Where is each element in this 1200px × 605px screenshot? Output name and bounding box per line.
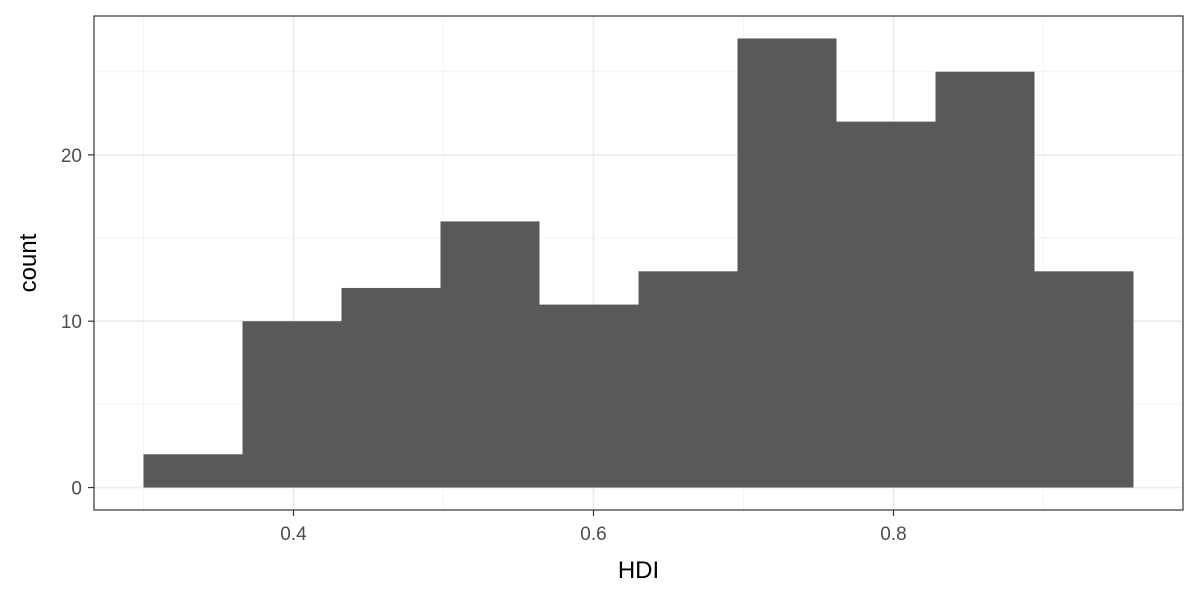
panel-border xyxy=(93,15,1184,511)
histogram-bar xyxy=(836,121,936,488)
y-axis: 0 10 20 xyxy=(61,146,94,500)
histogram-bar xyxy=(440,221,540,488)
y-tick-label: 0 xyxy=(71,479,82,500)
bars-layer xyxy=(143,38,1134,488)
x-tick-label: 0.6 xyxy=(580,524,606,545)
y-tick-label: 10 xyxy=(61,312,82,333)
x-axis: 0.4 0.6 0.8 xyxy=(280,510,907,545)
histogram-bar xyxy=(638,271,738,488)
histogram-bar xyxy=(143,454,243,488)
histogram-bar xyxy=(737,38,837,488)
y-tick-label: 20 xyxy=(61,146,82,167)
histogram-bar xyxy=(935,71,1035,488)
x-tick-label: 0.8 xyxy=(880,524,906,545)
histogram-bar xyxy=(1034,271,1134,488)
x-axis-title: HDI xyxy=(618,557,659,584)
x-tick-label: 0.4 xyxy=(280,524,307,545)
histogram-bar xyxy=(341,287,441,488)
histogram-bar xyxy=(539,304,639,488)
y-axis-title: count xyxy=(15,233,42,292)
histogram-bar xyxy=(242,321,342,488)
